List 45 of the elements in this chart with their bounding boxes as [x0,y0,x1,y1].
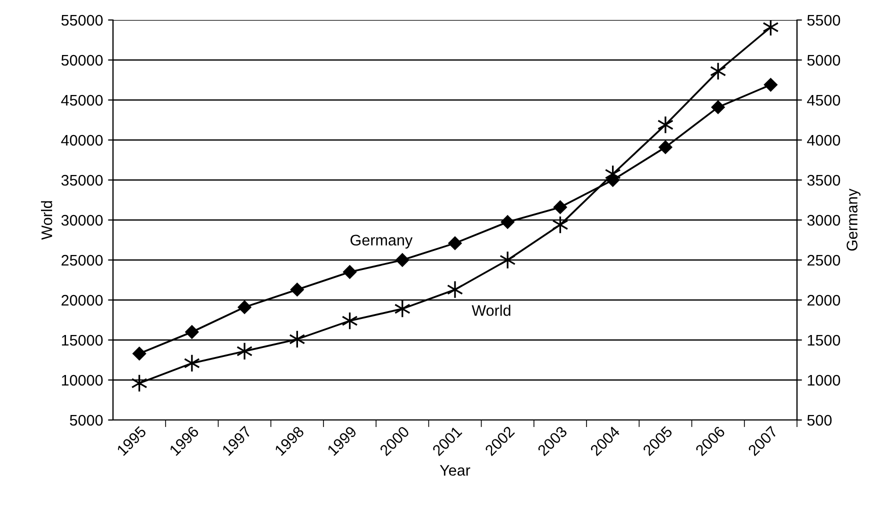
y-tick-label: 40000 [61,134,103,146]
point [448,236,462,250]
point [238,300,252,314]
point [554,200,567,214]
point [711,100,725,114]
y2-tick-label: 3000 [807,214,840,226]
point [500,250,516,270]
y2-tick-label: 1500 [808,334,840,346]
y-tick-label: 20000 [62,294,103,306]
point [500,215,514,229]
x-axis-title: Year [440,465,470,476]
y2-axis-title: Germany [846,188,861,251]
y2-tick-label: 5000 [807,54,840,66]
y2-tick-label: 3500 [807,174,840,186]
y2-tick-label: 500 [807,414,832,426]
y-axis-title: World [41,201,52,240]
y-tick-label: 5000 [70,414,103,426]
y2-tick-label: 2500 [807,254,840,266]
point [290,282,304,296]
y-tick-label: 45000 [61,94,103,106]
series-label: World [472,304,510,316]
point [710,62,726,80]
series-label: Germany [350,234,413,249]
y-tick-label: 55000 [61,14,103,26]
point [446,280,464,299]
y2-tick-label: 5500 [807,14,840,26]
point [657,116,674,134]
y2-tick-label: 2000 [807,294,840,306]
y-tick-label: 10000 [62,374,103,386]
y-tick-label: 30000 [61,214,103,226]
point [658,140,672,154]
point [184,354,200,372]
y-tick-label: 25000 [62,254,103,266]
y2-tick-label: 4500 [807,94,840,106]
point [764,78,778,92]
point [236,342,253,360]
y-tick-label: 35000 [61,174,103,186]
y2-tick-label: 4000 [807,134,840,146]
y2-tick-label: 1000 [808,374,840,386]
point [132,346,146,360]
y-tick-label: 15000 [62,334,103,346]
point [762,20,779,36]
point [185,325,199,339]
y-tick-label: 50000 [61,54,103,66]
point [343,265,356,279]
